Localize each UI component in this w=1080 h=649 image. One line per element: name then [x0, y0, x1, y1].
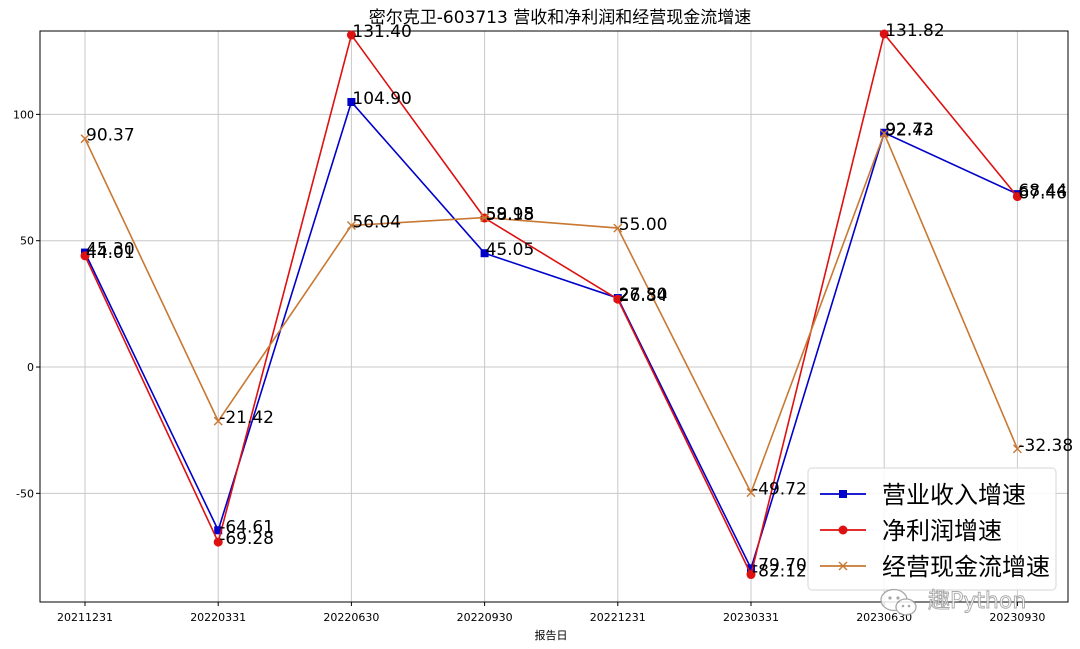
series-layer	[80, 29, 1022, 580]
legend-entry: 经营现金流增速	[882, 553, 1050, 581]
legend-marker	[838, 525, 848, 535]
legend-entry: 营业收入增速	[882, 481, 1026, 509]
legend-entry: 净利润增速	[882, 517, 1002, 545]
series-marker	[214, 526, 223, 535]
series-marker	[480, 213, 490, 223]
data-label: 45.30	[86, 240, 135, 260]
series-marker	[480, 249, 489, 258]
data-label: 92.72	[885, 120, 934, 140]
data-label: -82.12	[752, 562, 807, 582]
x-axis-label: 报告日	[535, 628, 568, 642]
x-tick-label: 20230630	[856, 611, 912, 624]
x-tick-label: 20211231	[57, 611, 113, 624]
x-tick-label: 20220630	[323, 611, 379, 624]
series-marker	[613, 223, 623, 233]
series-marker	[80, 134, 90, 144]
data-label: 55.00	[619, 215, 668, 235]
data-label: -69.28	[219, 529, 274, 549]
data-labels: 45.30 -64.61 104.90 45.05 27.30 -79.70 92.72 68…	[86, 21, 1073, 582]
legend-marker	[839, 490, 847, 498]
data-label: -64.61	[219, 517, 274, 537]
series-marker	[213, 416, 223, 426]
series-marker	[213, 537, 223, 547]
x-tick-label: 20220331	[190, 611, 246, 624]
data-label: 131.82	[885, 21, 944, 41]
y-tick-label: 50	[20, 235, 34, 248]
chart-title: 密尔克卫-603713 营收和净利润和经营现金流增速	[369, 8, 751, 28]
data-label: 92.43	[885, 121, 934, 141]
y-tick-label: 100	[13, 108, 34, 121]
data-label: 45.05	[486, 240, 535, 260]
data-label: 59.15	[486, 205, 535, 225]
data-label: -32.38	[1018, 436, 1073, 456]
series-marker	[346, 220, 356, 230]
x-tick-label: 20230930	[989, 611, 1045, 624]
data-label: 68.44	[1018, 181, 1067, 201]
data-label: 90.37	[86, 126, 135, 146]
watermark: 趣Python	[880, 588, 1027, 616]
series-marker	[347, 97, 356, 106]
x-tick-label: 20221231	[590, 611, 646, 624]
series-marker	[1012, 192, 1022, 202]
axes: 20211231 20220331 20220630 20220930 20221231…	[13, 30, 1069, 624]
data-label: 44.01	[86, 243, 135, 263]
series-line	[84, 32, 1019, 577]
series-marker	[879, 129, 889, 138]
legend-box	[807, 467, 1057, 591]
data-label: -21.42	[219, 408, 274, 428]
data-label: 58.98	[486, 205, 535, 225]
data-label: 104.90	[352, 89, 411, 109]
legend-marker	[838, 561, 848, 571]
x-tick-label: 20220930	[457, 611, 513, 624]
y-tick-label: -50	[16, 487, 34, 500]
data-label: 56.04	[352, 212, 401, 232]
x-tick-label: 20230331	[723, 611, 779, 624]
watermark-text: 趣Python	[928, 589, 1026, 614]
series-marker	[746, 488, 756, 498]
y-tick-label: 0	[27, 361, 34, 374]
data-label: 27.30	[619, 285, 668, 305]
series-marker	[613, 294, 623, 304]
series-marker	[346, 30, 356, 40]
series-marker	[879, 29, 889, 39]
series-marker	[747, 564, 755, 573]
data-label: -49.72	[752, 480, 807, 500]
data-label: 67.46	[1018, 184, 1067, 204]
series-line	[84, 131, 1019, 495]
wechat-icon	[880, 588, 917, 616]
data-label: 26.84	[619, 286, 668, 306]
data-label: -79.70	[752, 555, 807, 575]
plot-frame	[39, 30, 1069, 603]
series-marker	[1012, 444, 1022, 454]
series-marker	[80, 251, 90, 261]
data-label: 131.40	[352, 22, 411, 42]
series-marker	[746, 570, 756, 580]
